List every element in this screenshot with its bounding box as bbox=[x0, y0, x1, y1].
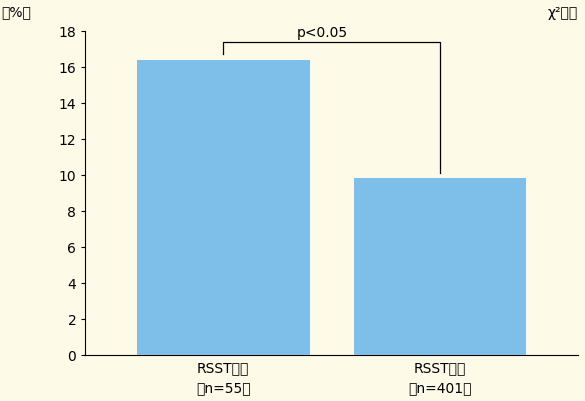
Bar bbox=[137, 61, 309, 355]
Y-axis label: （%）: （%） bbox=[1, 5, 32, 19]
Text: p<0.05: p<0.05 bbox=[296, 26, 347, 40]
Text: χ²検定: χ²検定 bbox=[548, 6, 578, 20]
Bar bbox=[354, 179, 526, 355]
